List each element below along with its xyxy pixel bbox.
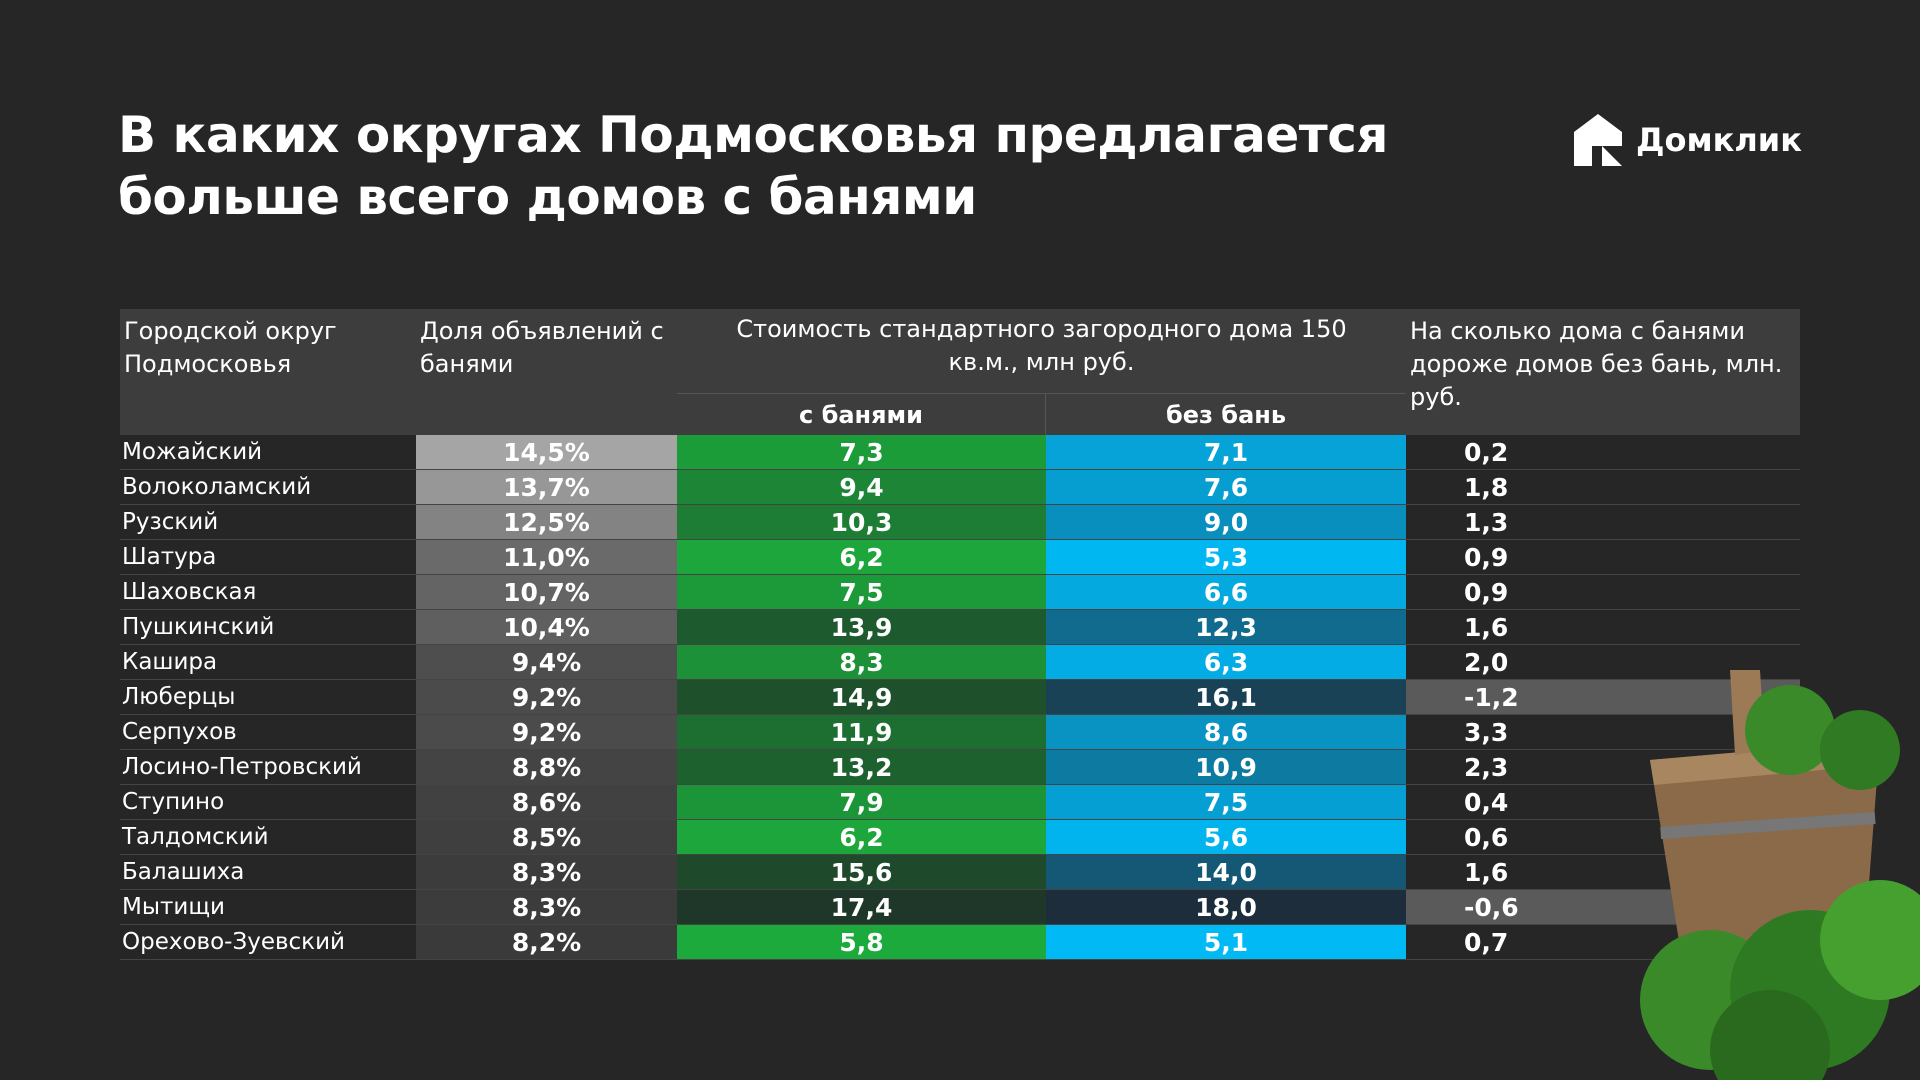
price-without-bath-cell: 7,6 xyxy=(1046,470,1406,505)
title: В каких округах Подмосковья предлагается… xyxy=(118,104,1389,228)
price-with-bath-cell: 7,5 xyxy=(677,575,1046,610)
district-cell: Талдомский xyxy=(120,820,416,855)
subcolumn-header: с банями xyxy=(677,393,1046,435)
difference-cell: 2,0 xyxy=(1406,645,1800,680)
share-cell: 8,2% xyxy=(416,925,677,960)
price-without-bath-cell: 12,3 xyxy=(1046,610,1406,645)
share-cell: 10,7% xyxy=(416,575,677,610)
district-cell: Лосино-Петровский xyxy=(120,750,416,785)
price-without-bath-cell: 14,0 xyxy=(1046,855,1406,890)
price-with-bath-cell: 7,9 xyxy=(677,785,1046,820)
share-cell: 8,8% xyxy=(416,750,677,785)
share-cell: 10,4% xyxy=(416,610,677,645)
share-cell: 8,3% xyxy=(416,855,677,890)
price-with-bath-cell: 15,6 xyxy=(677,855,1046,890)
share-cell: 12,5% xyxy=(416,505,677,540)
subcolumn-header: без бань xyxy=(1046,393,1406,435)
share-cell: 8,5% xyxy=(416,820,677,855)
share-cell: 9,2% xyxy=(416,680,677,715)
price-without-bath-cell: 6,3 xyxy=(1046,645,1406,680)
district-cell: Шатура xyxy=(120,540,416,575)
price-without-bath-cell: 9,0 xyxy=(1046,505,1406,540)
share-cell: 8,3% xyxy=(416,890,677,925)
share-cell: 14,5% xyxy=(416,435,677,470)
share-cell: 11,0% xyxy=(416,540,677,575)
price-with-bath-cell: 13,2 xyxy=(677,750,1046,785)
price-with-bath-cell: 14,9 xyxy=(677,680,1046,715)
district-cell: Можайский xyxy=(120,435,416,470)
district-cell: Мытищи xyxy=(120,890,416,925)
difference-cell: 2,3 xyxy=(1406,750,1800,785)
price-without-bath-cell: 18,0 xyxy=(1046,890,1406,925)
share-cell: 9,2% xyxy=(416,715,677,750)
title-line: больше всего домов с банями xyxy=(118,168,977,226)
district-cell: Орехово-Зуевский xyxy=(120,925,416,960)
difference-cell: 0,9 xyxy=(1406,540,1800,575)
difference-cell: 0,2 xyxy=(1406,435,1800,470)
difference-cell: 0,9 xyxy=(1406,575,1800,610)
district-cell: Балашиха xyxy=(120,855,416,890)
difference-cell: 0,7 xyxy=(1406,925,1800,960)
title-line: В каких округах Подмосковья предлагается xyxy=(118,106,1389,164)
price-with-bath-cell: 9,4 xyxy=(677,470,1046,505)
district-cell: Ступино xyxy=(120,785,416,820)
price-with-bath-cell: 6,2 xyxy=(677,820,1046,855)
district-cell: Шаховская xyxy=(120,575,416,610)
bucket-decoration xyxy=(1640,670,1920,1080)
logo-text: Домклик xyxy=(1636,121,1802,159)
difference-cell: 1,3 xyxy=(1406,505,1800,540)
district-cell: Серпухов xyxy=(120,715,416,750)
column-header: Доля объявлений с банями xyxy=(416,309,677,435)
district-cell: Волоколамский xyxy=(120,470,416,505)
price-with-bath-cell: 5,8 xyxy=(677,925,1046,960)
share-cell: 9,4% xyxy=(416,645,677,680)
price-with-bath-cell: 17,4 xyxy=(677,890,1046,925)
column-header: На сколько дома с банями дороже домов бе… xyxy=(1406,309,1800,435)
district-cell: Кашира xyxy=(120,645,416,680)
district-cell: Пушкинский xyxy=(120,610,416,645)
price-without-bath-cell: 7,5 xyxy=(1046,785,1406,820)
price-with-bath-cell: 6,2 xyxy=(677,540,1046,575)
district-cell: Люберцы xyxy=(120,680,416,715)
price-with-bath-cell: 8,3 xyxy=(677,645,1046,680)
column-header: Стоимость стандартного загородного дома … xyxy=(677,309,1406,393)
price-without-bath-cell: 8,6 xyxy=(1046,715,1406,750)
difference-cell: 0,6 xyxy=(1406,820,1800,855)
price-with-bath-cell: 10,3 xyxy=(677,505,1046,540)
difference-cell: 1,6 xyxy=(1406,610,1800,645)
column-header: Городской округ Подмосковья xyxy=(120,309,416,435)
price-with-bath-cell: 7,3 xyxy=(677,435,1046,470)
price-without-bath-cell: 5,1 xyxy=(1046,925,1406,960)
logo: Домклик xyxy=(1570,110,1802,170)
table: Городской округ Подмосковья Доля объявлен… xyxy=(120,309,1800,960)
share-cell: 13,7% xyxy=(416,470,677,505)
difference-cell: 1,8 xyxy=(1406,470,1800,505)
difference-cell: 1,6 xyxy=(1406,855,1800,890)
difference-cell: 0,4 xyxy=(1406,785,1800,820)
district-cell: Рузский xyxy=(120,505,416,540)
share-cell: 8,6% xyxy=(416,785,677,820)
price-without-bath-cell: 16,1 xyxy=(1046,680,1406,715)
price-without-bath-cell: 5,3 xyxy=(1046,540,1406,575)
price-without-bath-cell: 6,6 xyxy=(1046,575,1406,610)
price-with-bath-cell: 13,9 xyxy=(677,610,1046,645)
difference-cell: 3,3 xyxy=(1406,715,1800,750)
logo-icon xyxy=(1574,114,1622,166)
price-without-bath-cell: 5,6 xyxy=(1046,820,1406,855)
price-without-bath-cell: 10,9 xyxy=(1046,750,1406,785)
price-with-bath-cell: 11,9 xyxy=(677,715,1046,750)
price-without-bath-cell: 7,1 xyxy=(1046,435,1406,470)
